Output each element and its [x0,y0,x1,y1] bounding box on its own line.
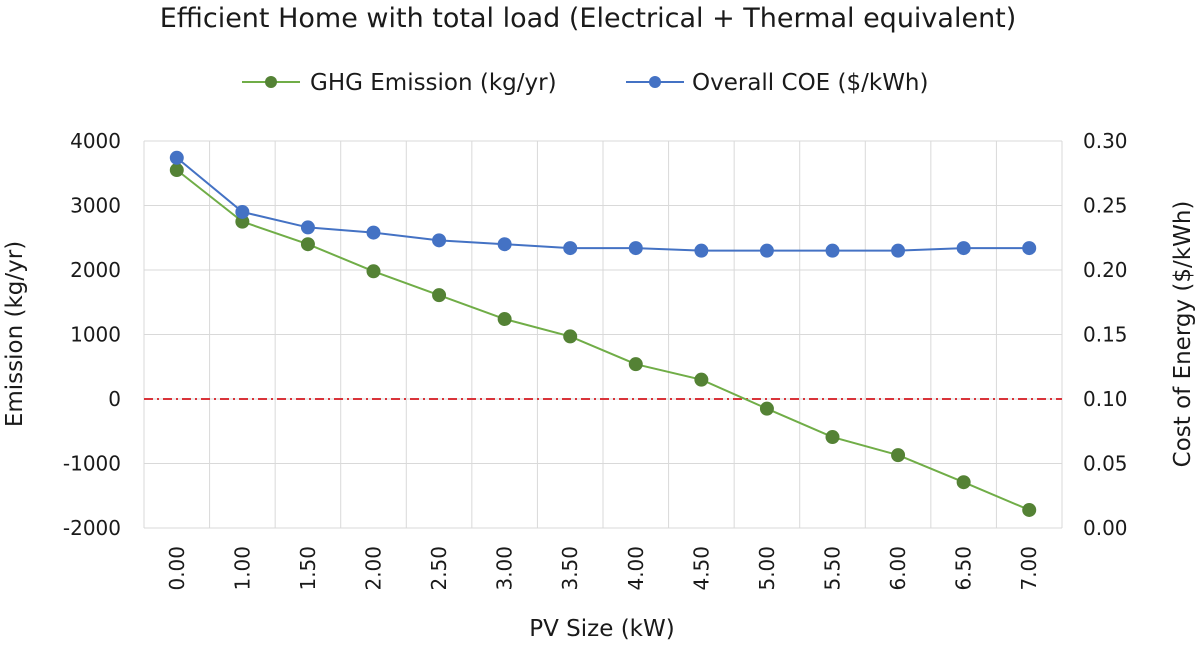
legend-label-coe: Overall COE ($/kWh) [692,70,928,96]
data-point-coe [300,220,315,235]
x-tick-label: 1.00 [230,546,254,591]
data-point-emission [759,401,774,416]
data-point-coe [628,241,643,256]
data-point-coe [497,237,512,252]
x-tick-label: 4.50 [689,546,713,591]
data-point-coe [759,243,774,258]
legend-item-coe: Overall COE ($/kWh) [626,70,928,96]
x-tick-label: 7.00 [1017,546,1041,591]
y-axis-title: Emission (kg/yr) [2,241,28,427]
y2-tick-label: 0.25 [1083,194,1128,218]
legend-marker-emission [265,76,277,88]
y-tick-label: -1000 [63,452,121,476]
data-point-emission [956,475,971,490]
data-point-emission [432,288,447,303]
y2-tick-label: 0.05 [1083,452,1128,476]
y-tick-label: 2000 [70,258,121,282]
data-point-coe [1022,241,1037,256]
x-tick-label: 4.00 [624,546,648,591]
y2-tick-label: 0.30 [1083,129,1128,153]
data-point-emission [169,163,184,178]
data-point-coe [563,241,578,256]
y2-axis-title: Cost of Energy ($/kWh) [1170,201,1196,468]
data-point-coe [235,204,250,219]
gridlines [143,140,1063,529]
data-point-emission [563,329,578,344]
y-tick-label: -2000 [63,516,121,540]
axis-ticks: -2000 -1000 0 1000 2000 3000 4000 0.00 0.05 0.10 0… [63,129,1128,591]
y2-tick-label: 0.10 [1083,387,1128,411]
y-tick-label: 3000 [70,194,121,218]
x-tick-label: 6.50 [952,546,976,591]
x-tick-label: 1.50 [296,546,320,591]
x-tick-label: 5.50 [821,546,845,591]
data-point-coe [891,243,906,258]
data-point-coe [169,150,184,165]
y2-tick-label: 0.00 [1083,516,1128,540]
data-point-emission [300,237,315,252]
y2-tick-label: 0.20 [1083,258,1128,282]
x-tick-label: 0.00 [165,546,189,591]
data-point-emission [497,312,512,327]
data-point-coe [956,241,971,256]
series-line-coe [176,156,1030,252]
x-tick-label: 6.00 [886,546,910,591]
series-line-emission [176,169,1030,511]
y-tick-label: 1000 [70,323,121,347]
legend: GHG Emission (kg/yr) Overall COE ($/kWh) [242,70,928,96]
legend-marker-coe [649,76,661,88]
data-point-coe [694,243,709,258]
legend-item-emission: GHG Emission (kg/yr) [242,70,557,96]
y-tick-label: 4000 [70,129,121,153]
x-tick-label: 5.00 [755,546,779,591]
data-point-emission [628,357,643,372]
data-point-emission [1022,502,1037,517]
x-tick-label: 2.50 [427,546,451,591]
data-point-emission [694,372,709,387]
x-tick-label: 3.50 [558,546,582,591]
data-point-coe [432,233,447,248]
x-tick-label: 3.00 [493,546,517,591]
y-tick-label: 0 [108,387,121,411]
x-axis-title: PV Size (kW) [529,616,674,642]
data-point-emission [366,264,381,279]
data-point-coe [366,225,381,240]
data-point-coe [825,243,840,258]
data-point-emission [891,448,906,463]
legend-label-emission: GHG Emission (kg/yr) [310,70,557,96]
chart-title: Efficient Home with total load (Electric… [160,3,1017,34]
data-point-emission [825,430,840,445]
y2-tick-label: 0.15 [1083,323,1128,347]
series-group [169,150,1037,517]
x-tick-label: 2.00 [362,546,386,591]
